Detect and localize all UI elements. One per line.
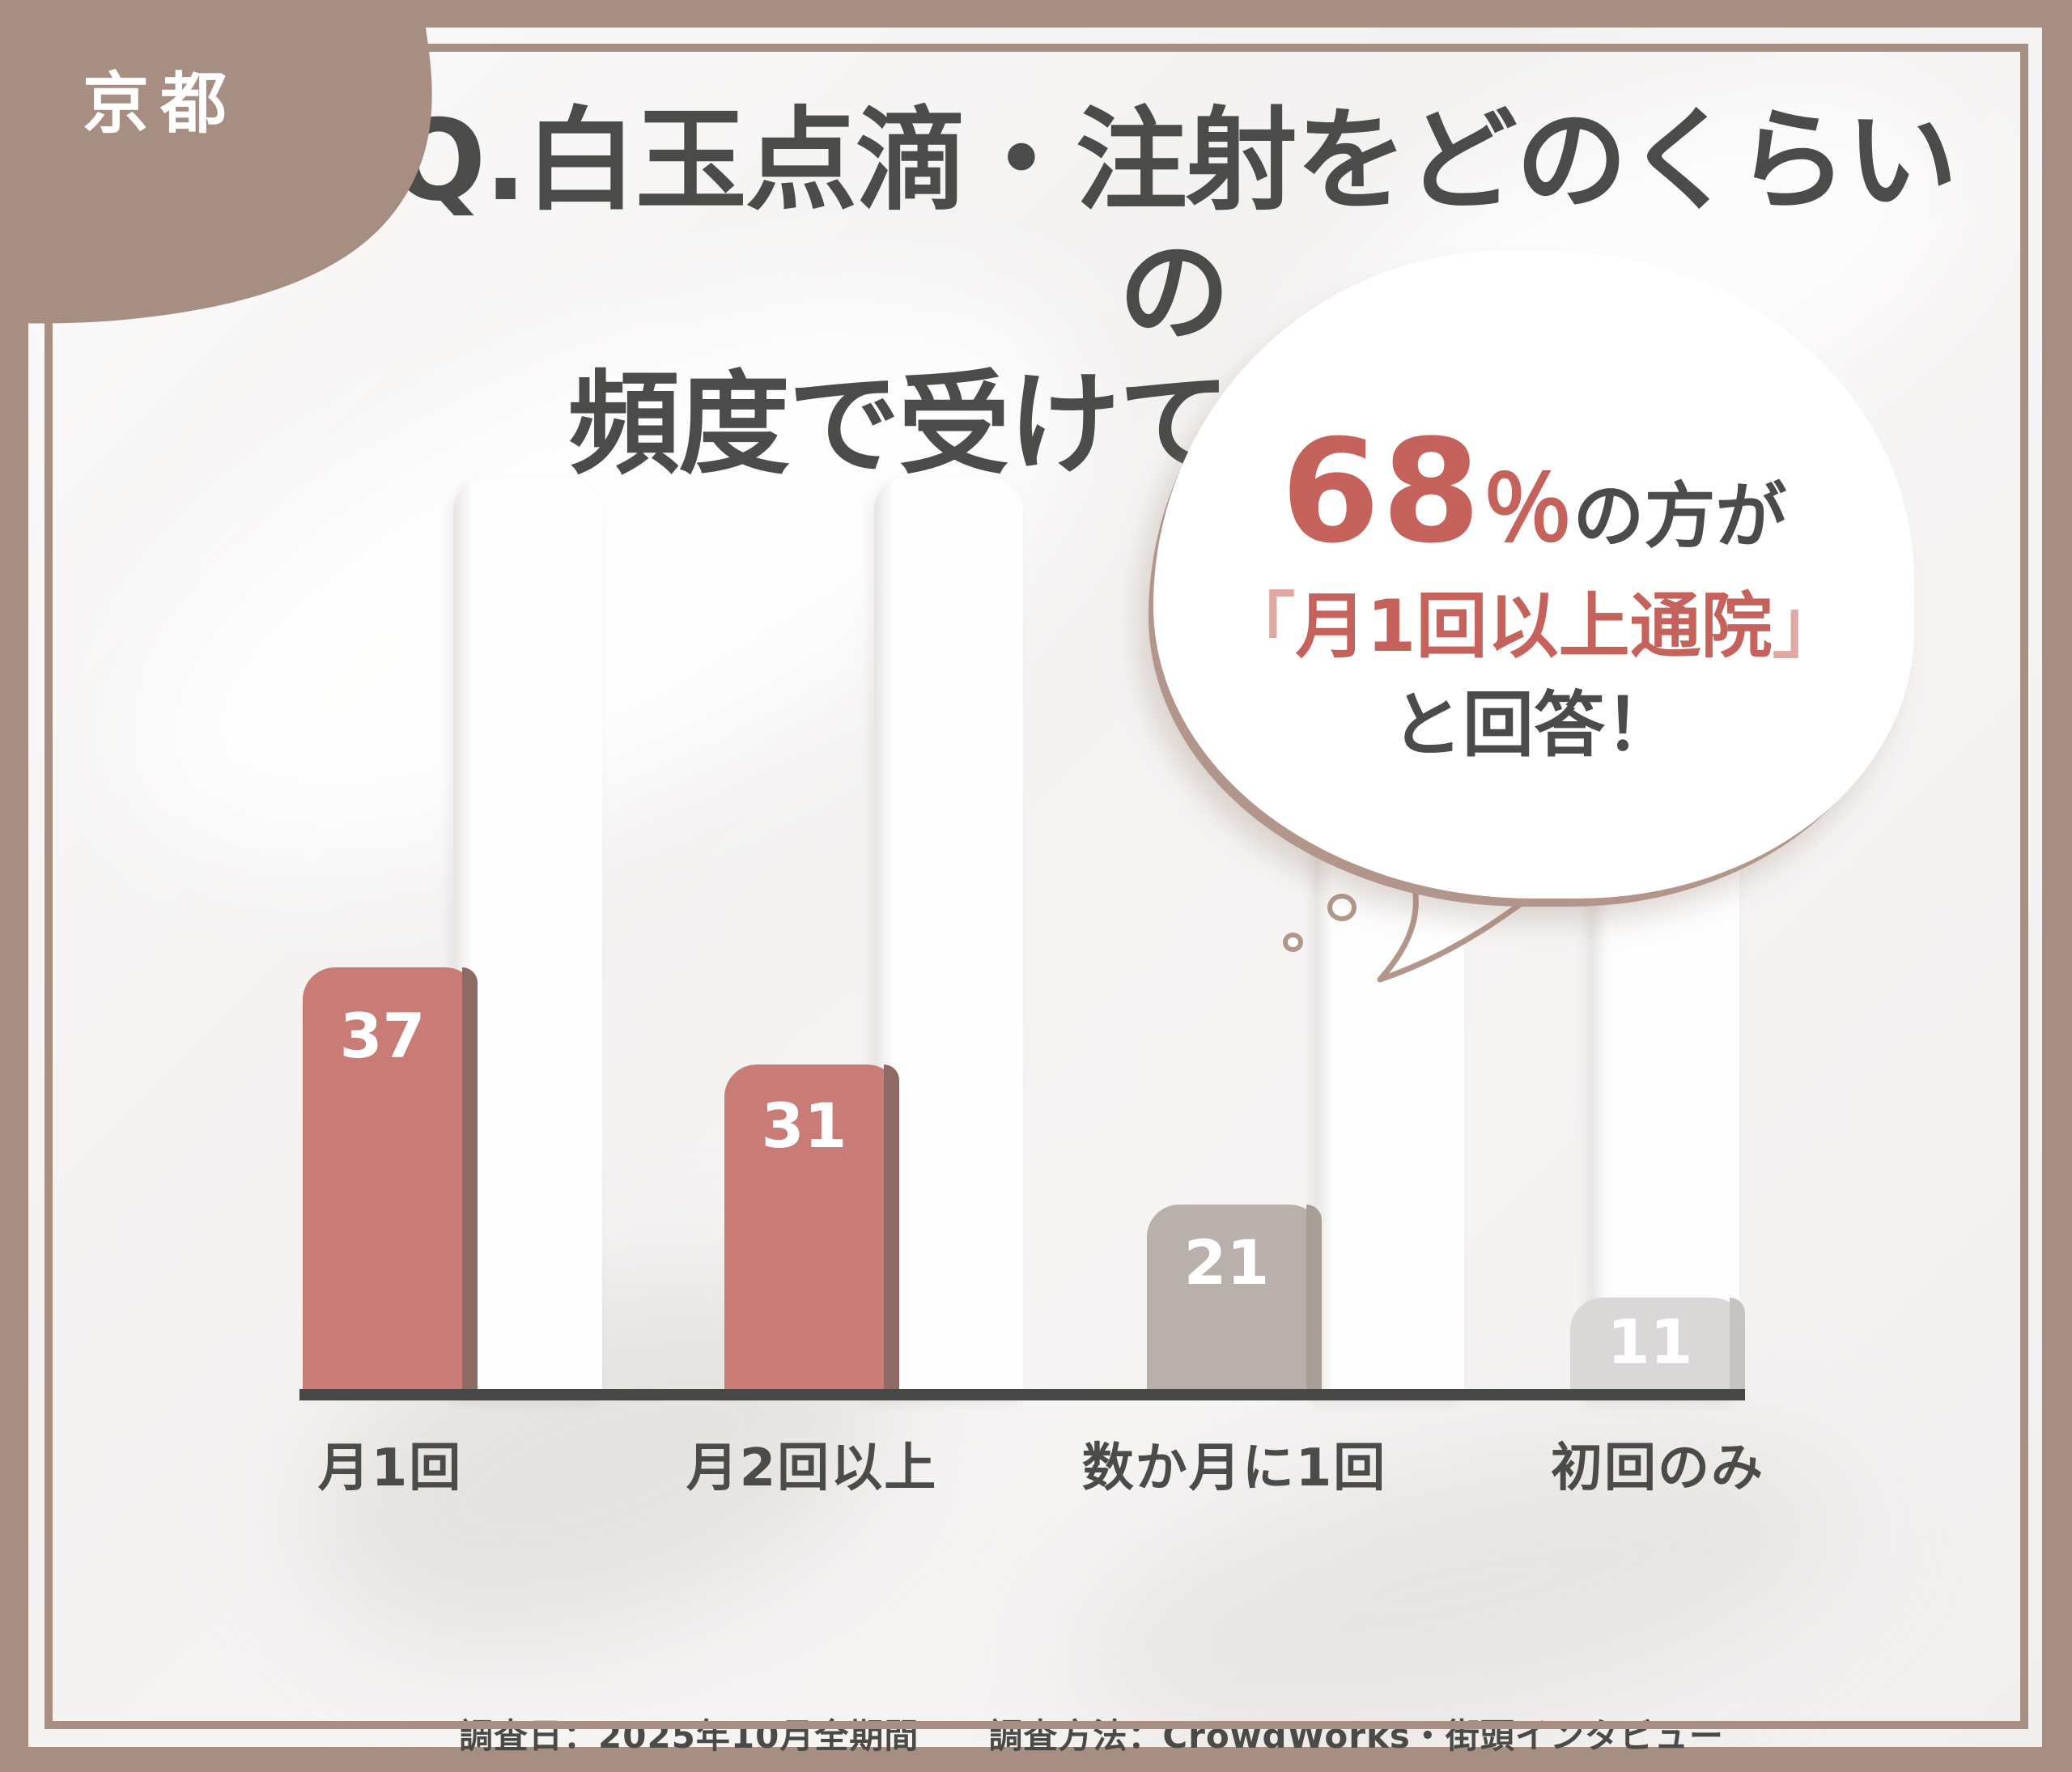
open-bracket: 「 — [1224, 584, 1296, 668]
bar-category-label: 初回のみ — [1551, 1438, 1764, 1498]
bar-value-label: 11 — [1607, 1306, 1693, 1378]
bar-shadow-edge — [462, 967, 478, 1399]
survey-note-line-1: 調査日：2025年10月全期間 調査方法：CrowdWorks・街頭インタビュー — [459, 1716, 1724, 1757]
bar-月1回: 37 — [303, 967, 478, 1399]
region-badge: 京都 — [83, 66, 239, 142]
answer-text: 月1回以上通院 — [1295, 584, 1773, 668]
close-bracket: 」 — [1772, 584, 1844, 668]
callout-response-line: と回答！ — [1391, 683, 1676, 767]
bar-数か月に1回: 21 — [1147, 1205, 1322, 1399]
x-axis-line — [299, 1389, 1745, 1400]
bar-category-label: 月1回 — [317, 1438, 463, 1498]
callout-stat-line: 68％の方が — [1281, 421, 1787, 563]
bar-value-label: 21 — [1183, 1226, 1270, 1298]
bar-value-label: 31 — [761, 1090, 847, 1162]
survey-notes: 調査日：2025年10月全期間 調査方法：CrowdWorks・街頭インタビュー… — [459, 1604, 1724, 1772]
bar-shadow-edge — [1306, 1205, 1322, 1399]
callout-answer-line: 「月1回以上通院」 — [1224, 591, 1843, 662]
thought-dot-large — [1327, 894, 1357, 921]
corner-blob-shape — [0, 0, 432, 324]
bar-shadow-edge — [884, 1064, 899, 1399]
stat-suffix: の方が — [1573, 474, 1787, 558]
bar-value-label: 37 — [339, 1000, 426, 1072]
callout-bubble: 68％の方が 「月1回以上通院」 と回答！ — [1153, 251, 1914, 899]
stat-percent-sign: ％ — [1482, 457, 1573, 563]
bar-月2回以上: 31 — [724, 1064, 899, 1399]
bar-shadow-edge — [1730, 1298, 1745, 1399]
stat-number: 68 — [1280, 409, 1483, 575]
bar-category-label: 月2回以上 — [686, 1438, 938, 1498]
bar-初回のみ: 11 — [1570, 1298, 1745, 1399]
thought-dot-small — [1283, 933, 1303, 952]
bar-category-label: 数か月に1回 — [1081, 1438, 1387, 1498]
